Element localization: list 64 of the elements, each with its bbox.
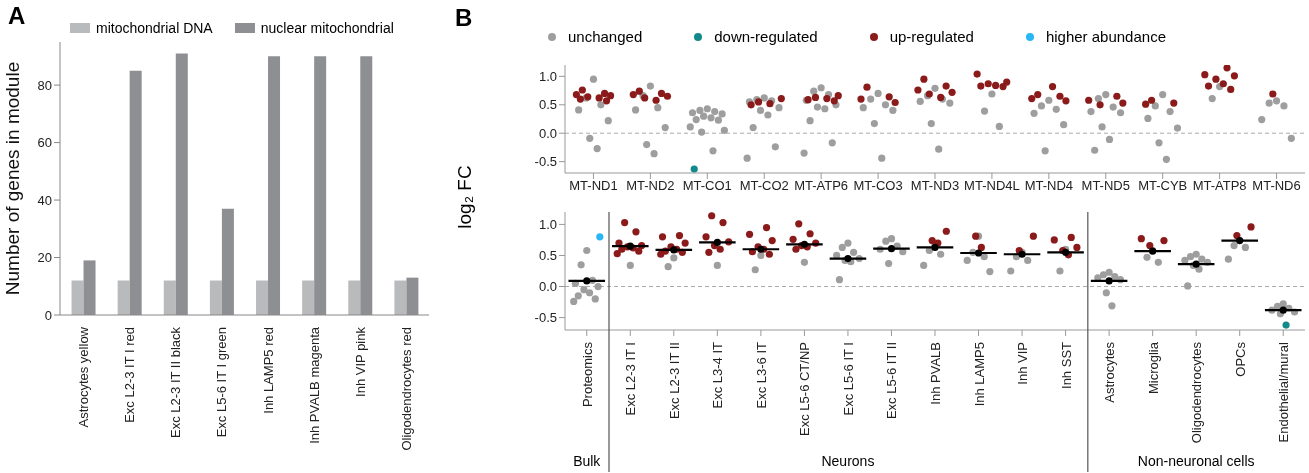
y-tick-label: -0.5	[534, 154, 557, 170]
text: Bulk	[572, 453, 602, 469]
x-tick-label: MT-CO3	[853, 178, 903, 194]
y-tick-label: 20	[37, 250, 52, 266]
x-tick-label: Exc L2-3 IT I	[623, 342, 639, 416]
y-tick-label: 1.0	[538, 217, 557, 233]
legend-label: down-regulated	[714, 28, 818, 45]
x-tick-label: MT-ATP6	[794, 178, 849, 194]
x-tick-label: Exc L2-3 IT II	[666, 342, 682, 420]
x-tick-label: Inh VIP pink	[352, 326, 368, 397]
y-tick-label: 0.5	[538, 97, 557, 113]
x-tick-label: Microglia	[1145, 341, 1161, 395]
x-tick-label: OPCs	[1232, 341, 1248, 377]
legend-label: up-regulated	[889, 28, 974, 45]
y-tick-label: -0.5	[534, 310, 557, 326]
y-tick-label: 0	[44, 307, 52, 323]
x-tick-label: Exc L3-4 IT	[710, 341, 726, 409]
legend-label: higher abundance	[1045, 28, 1166, 45]
x-tick-label: Inh PVALB	[928, 342, 943, 405]
x-tick-label: MT-ATP8	[1192, 178, 1247, 194]
y-tick-label: 0.0	[538, 125, 557, 141]
x-tick-label: MT-ND5	[1081, 178, 1130, 194]
chart-title: A	[8, 2, 26, 30]
x-tick-label: MT-CO1	[682, 178, 732, 194]
x-tick-label: Exc L5-6 CT/NP	[797, 342, 813, 436]
x-tick-label: MT-CYB	[1138, 178, 1188, 194]
x-tick-label: Proteomics	[579, 341, 595, 408]
y-tick-label: 60	[37, 135, 52, 151]
x-tick-label: MT-ND2	[626, 178, 675, 194]
x-tick-label: Astrocytes yellow	[76, 326, 92, 428]
x-tick-label: Exc L5-6 IT I	[840, 342, 856, 416]
text: Neurons	[820, 453, 876, 469]
x-tick-label: Oligodendrocytes	[1189, 341, 1205, 444]
chart-title: B	[455, 4, 473, 32]
x-tick-label: Exc L5-6 IT II	[884, 342, 900, 420]
y-axis-title: Number of genes in module	[1, 61, 23, 296]
x-tick-label: Astrocytes	[1102, 341, 1118, 403]
x-tick-label: Inh LAMP5	[971, 342, 987, 407]
y-tick-label: 0.5	[538, 248, 557, 264]
y-axis-title: log₂ FC	[454, 164, 476, 231]
x-tick-label: Inh VIP	[1015, 342, 1031, 385]
x-tick-label: Exc L3-6 IT	[753, 341, 769, 409]
y-tick-label: 40	[37, 192, 52, 208]
legend-label: unchanged	[568, 28, 643, 45]
x-tick-label: MT-ND4	[1024, 178, 1074, 194]
x-tick-label: MT-ND3	[910, 178, 960, 194]
x-tick-label: MT-CO2	[739, 178, 789, 194]
x-tick-label: Exc L2-3 IT II black	[168, 326, 184, 439]
x-tick-label: MT-ND6	[1252, 178, 1301, 194]
x-tick-label: Endothelial/mural	[1276, 341, 1292, 443]
x-tick-label: Oligodendrocytes red	[398, 327, 414, 451]
legend-label: mitochondrial DNA	[96, 20, 213, 36]
text: Non-neuronal cells	[1136, 453, 1256, 469]
x-tick-label: Exc L5-6 IT I green	[214, 327, 230, 438]
x-tick-label: MT-ND1	[569, 178, 618, 194]
y-tick-label: 80	[37, 77, 52, 93]
x-tick-label: MT-ND4L	[964, 178, 1020, 194]
x-tick-label: Inh PVALB magenta	[306, 326, 322, 444]
legend-label: nuclear mitochondrial	[260, 20, 394, 36]
y-tick-label: 0.0	[538, 279, 557, 295]
x-tick-label: Inh SST	[1058, 341, 1074, 389]
x-tick-label: Inh LAMP5 red	[260, 327, 276, 414]
y-tick-label: 1.0	[538, 68, 557, 84]
x-tick-label: Exc L2-3 IT I red	[122, 327, 138, 423]
